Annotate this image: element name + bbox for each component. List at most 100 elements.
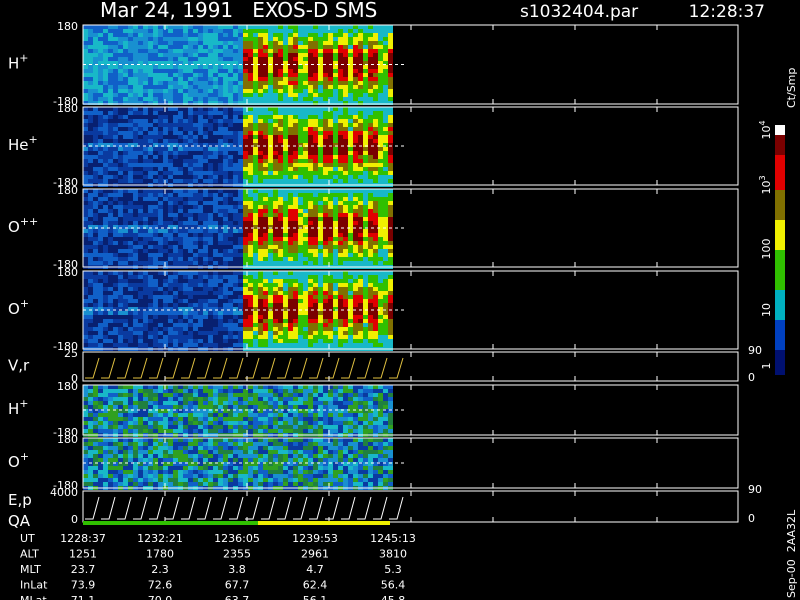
cell bbox=[98, 123, 103, 127]
cell bbox=[298, 229, 303, 233]
cell bbox=[333, 65, 338, 69]
cell bbox=[263, 123, 268, 127]
cell bbox=[313, 225, 318, 229]
cell bbox=[108, 245, 113, 249]
cell bbox=[158, 127, 163, 131]
cell bbox=[228, 119, 233, 123]
cell bbox=[168, 217, 173, 221]
cell bbox=[318, 295, 323, 299]
cell bbox=[213, 77, 218, 81]
cell bbox=[113, 315, 118, 319]
cell bbox=[93, 193, 98, 197]
cell bbox=[343, 237, 348, 241]
cell bbox=[303, 135, 308, 139]
cell bbox=[173, 107, 178, 111]
cell bbox=[153, 127, 158, 131]
cell bbox=[228, 213, 233, 217]
cell bbox=[83, 261, 88, 265]
cell bbox=[108, 131, 113, 135]
cell bbox=[273, 171, 278, 175]
cell bbox=[123, 287, 128, 291]
cell bbox=[343, 197, 348, 201]
cell bbox=[388, 261, 393, 265]
cell bbox=[263, 135, 268, 139]
cell bbox=[233, 257, 238, 261]
cell bbox=[243, 275, 248, 279]
cell bbox=[273, 69, 278, 73]
cell bbox=[243, 283, 248, 287]
cell bbox=[278, 311, 283, 315]
cell bbox=[253, 279, 258, 283]
cell bbox=[303, 97, 308, 101]
cell bbox=[363, 229, 368, 233]
cell bbox=[208, 101, 213, 105]
cell bbox=[158, 315, 163, 319]
cell bbox=[268, 295, 273, 299]
cell bbox=[93, 65, 98, 69]
cell bbox=[298, 225, 303, 229]
cell bbox=[233, 189, 238, 193]
cell bbox=[283, 343, 288, 347]
cell bbox=[93, 261, 98, 265]
cell bbox=[133, 197, 138, 201]
cell bbox=[103, 307, 108, 311]
cell bbox=[173, 275, 178, 279]
cell bbox=[283, 163, 288, 167]
cell bbox=[338, 279, 343, 283]
cell bbox=[313, 61, 318, 65]
cell bbox=[248, 69, 253, 73]
cell bbox=[198, 135, 203, 139]
cell bbox=[88, 421, 93, 425]
cell bbox=[113, 339, 118, 343]
cell bbox=[363, 331, 368, 335]
cell bbox=[293, 123, 298, 127]
cell bbox=[83, 237, 88, 241]
cell bbox=[358, 25, 363, 29]
cell bbox=[373, 143, 378, 147]
cell bbox=[138, 311, 143, 315]
cell bbox=[323, 61, 328, 65]
cell bbox=[388, 81, 393, 85]
cell bbox=[103, 287, 108, 291]
cell bbox=[213, 73, 218, 77]
cell bbox=[373, 253, 378, 257]
cell bbox=[208, 41, 213, 45]
cell bbox=[388, 307, 393, 311]
cell bbox=[213, 339, 218, 343]
cell bbox=[303, 279, 308, 283]
cell bbox=[168, 179, 173, 183]
cell bbox=[138, 57, 143, 61]
cell bbox=[148, 283, 153, 287]
cell bbox=[243, 115, 248, 119]
cell bbox=[218, 339, 223, 343]
cell bbox=[253, 331, 258, 335]
cell bbox=[318, 171, 323, 175]
cell bbox=[303, 33, 308, 37]
cell bbox=[303, 29, 308, 33]
cell bbox=[83, 111, 88, 115]
cell bbox=[298, 295, 303, 299]
cell bbox=[268, 197, 273, 201]
cell bbox=[388, 331, 393, 335]
cell bbox=[153, 201, 158, 205]
cell bbox=[193, 147, 198, 151]
cell bbox=[153, 53, 158, 57]
cell bbox=[228, 287, 233, 291]
cell bbox=[83, 275, 88, 279]
cell bbox=[383, 295, 388, 299]
cell bbox=[358, 261, 363, 265]
cell bbox=[353, 41, 358, 45]
cell bbox=[93, 225, 98, 229]
cell bbox=[158, 159, 163, 163]
cell bbox=[363, 319, 368, 323]
cell bbox=[383, 97, 388, 101]
cell bbox=[333, 159, 338, 163]
cell bbox=[303, 65, 308, 69]
cell bbox=[98, 33, 103, 37]
cell bbox=[163, 33, 168, 37]
cell bbox=[238, 155, 243, 159]
cell bbox=[88, 167, 93, 171]
cell bbox=[228, 237, 233, 241]
cell bbox=[143, 45, 148, 49]
cell bbox=[88, 197, 93, 201]
